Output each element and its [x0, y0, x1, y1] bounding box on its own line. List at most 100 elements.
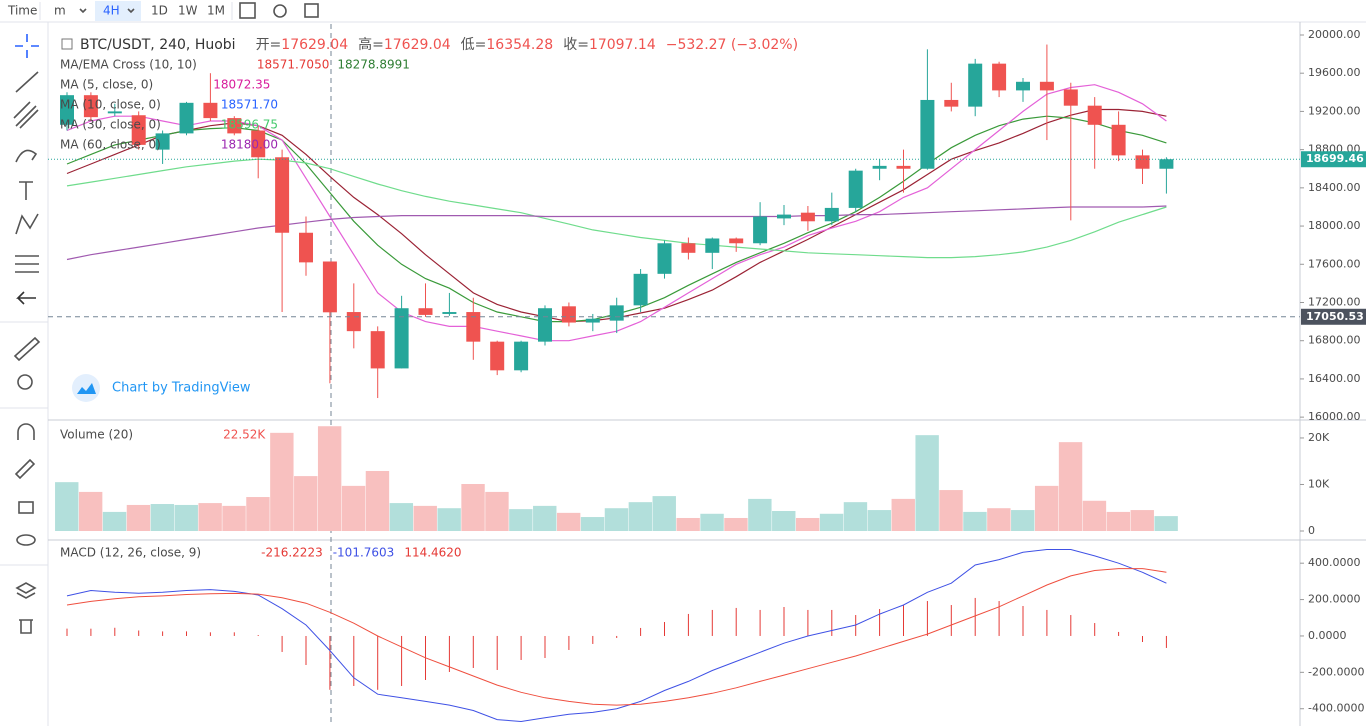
- last-price-label: 18699.46: [1306, 152, 1364, 165]
- y-tick-label: 17200.00: [1308, 295, 1361, 308]
- indicator-value: 18571.7050: [257, 58, 330, 72]
- volume-bar: [963, 511, 987, 531]
- ohlc-value: 17629.04: [384, 37, 451, 53]
- y-tick-label: 18400.00: [1308, 181, 1361, 194]
- volume-bar: [867, 510, 892, 531]
- candle-body: [299, 232, 313, 263]
- watermark-logo-mark: [77, 383, 96, 394]
- volume-bar: [55, 482, 79, 531]
- layers-tool[interactable]: [15, 582, 37, 599]
- candle-body: [968, 63, 983, 107]
- ruler-tool[interactable]: [13, 336, 41, 362]
- volume-bar: [126, 504, 151, 531]
- candle-body: [107, 111, 122, 114]
- candle-body: [155, 133, 170, 150]
- candle-body: [681, 243, 696, 253]
- candle-body: [896, 165, 911, 169]
- volume-bar: [294, 476, 318, 531]
- volume-bar: [389, 503, 414, 531]
- toolbar-item[interactable]: 1M: [207, 4, 225, 18]
- pattern-tool[interactable]: [15, 213, 39, 235]
- candle-body: [83, 95, 98, 118]
- volume-bar: [270, 432, 294, 531]
- volume-bar: [246, 497, 270, 531]
- candle-body: [1039, 81, 1054, 91]
- y-tick-label: 200.0000: [1308, 593, 1361, 606]
- toolbar-item[interactable]: 4H: [103, 4, 120, 18]
- volume-bar: [437, 508, 461, 531]
- candle-body: [992, 63, 1007, 91]
- toolbar-item[interactable]: Time: [7, 4, 37, 18]
- settings-icon[interactable]: [273, 4, 287, 18]
- candle-body: [418, 308, 433, 315]
- volume-bar: [509, 509, 533, 531]
- volume-bar: [939, 490, 963, 531]
- crosshair-tool[interactable]: [15, 34, 39, 58]
- indicator-value: 18278.8991: [337, 58, 410, 72]
- candle-body: [514, 341, 529, 371]
- volume-bar: [843, 502, 868, 531]
- back-tool[interactable]: [16, 291, 36, 305]
- candle-body: [346, 312, 361, 332]
- candle-body: [777, 214, 791, 219]
- text-tool[interactable]: [19, 181, 33, 200]
- toolbar-item[interactable]: m: [54, 4, 66, 18]
- volume-bar: [580, 517, 605, 531]
- candle-body: [1063, 89, 1078, 106]
- volume-bar: [174, 504, 198, 531]
- candle-body: [1159, 159, 1174, 169]
- lock-tool[interactable]: [18, 501, 34, 514]
- zoom-tool[interactable]: [17, 374, 33, 390]
- macd-line: [66, 568, 1167, 706]
- visibility-tool[interactable]: [16, 534, 36, 546]
- y-tick-label: 0.0000: [1308, 629, 1347, 642]
- volume-bar: [1154, 516, 1178, 531]
- volume-bar: [78, 491, 103, 531]
- y-tick-label: -200.0000: [1308, 665, 1364, 678]
- candle-body: [1087, 105, 1102, 125]
- dropdown-arrow: [79, 8, 87, 14]
- delete-tool[interactable]: [19, 619, 33, 634]
- indicator-name: MA (10, close, 0): [60, 98, 161, 112]
- indicator-value: 18596.75: [221, 118, 278, 132]
- prediction-tool[interactable]: [15, 255, 39, 273]
- candle-body: [633, 273, 648, 306]
- volume-bar: [604, 508, 629, 531]
- macd-value: -101.7603: [333, 546, 395, 560]
- volume-bar: [1034, 485, 1059, 531]
- y-tick-label: -400.0000: [1308, 702, 1364, 715]
- crosshair-price-label: 17050.53: [1306, 310, 1364, 323]
- volume-bar: [676, 517, 700, 531]
- candle-body: [203, 102, 218, 119]
- screenshot-icon[interactable]: [304, 3, 319, 18]
- macd-value: 114.4620: [404, 546, 461, 560]
- left-toolbar: [0, 22, 49, 726]
- ohlc-value: 16354.28: [486, 37, 553, 53]
- y-tick-label: 16000.00: [1308, 410, 1361, 423]
- magnet-tool[interactable]: [17, 423, 35, 440]
- volume-bar: [341, 485, 366, 531]
- brush-tool[interactable]: [15, 149, 38, 163]
- candle-body: [824, 207, 839, 222]
- volume-bar: [652, 496, 676, 531]
- candle-body: [705, 238, 720, 253]
- volume-bar: [556, 512, 581, 531]
- trendline-tool[interactable]: [15, 71, 39, 93]
- toolbar-item[interactable]: 1D: [151, 4, 168, 18]
- stay-drawing-tool[interactable]: [14, 458, 36, 480]
- chart-title: BTC/USDT, 240, Huobi: [80, 37, 236, 53]
- volume-bar: [1106, 511, 1131, 531]
- candle-body: [1111, 124, 1126, 156]
- indicator-value: 18571.70: [221, 98, 278, 112]
- indicator-value: 18072.35: [213, 78, 270, 92]
- candle-body: [657, 243, 672, 274]
- collapse-icon: [61, 38, 73, 50]
- candle-body: [753, 216, 768, 244]
- toolbar-item[interactable]: 1W: [178, 4, 198, 18]
- fib-tool[interactable]: [13, 101, 39, 129]
- candle-body: [251, 130, 266, 158]
- volume-bar: [485, 491, 509, 531]
- chart-type-icon[interactable]: [239, 2, 256, 19]
- volume-bar: [987, 508, 1011, 531]
- y-tick-label: 16400.00: [1308, 372, 1361, 385]
